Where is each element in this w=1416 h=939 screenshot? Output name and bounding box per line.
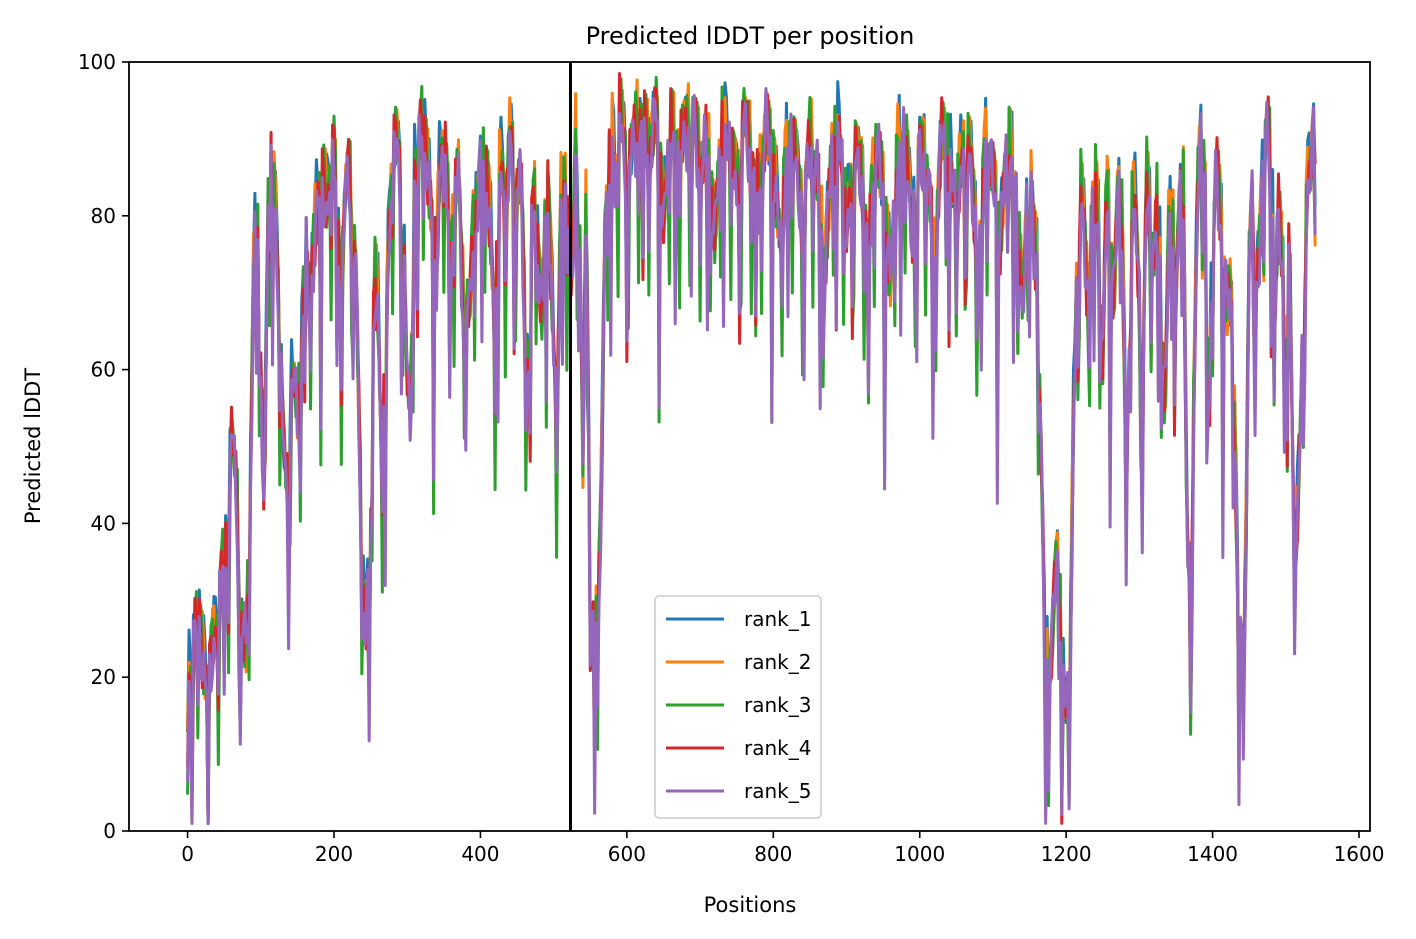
x-tick-label: 400 [461,842,499,866]
x-tick-label: 1200 [1041,842,1092,866]
legend-frame [654,595,822,819]
x-axis-label: Positions [704,893,797,917]
axes-layer: 0 200 400 600 800 1000 1200 1400 1600 0 20 40 60 80 10… [78,50,1385,866]
y-tick-label: 40 [91,511,116,535]
legend-label-rank_1: rank_1 [744,607,811,631]
y-tick-label: 100 [78,50,116,74]
y-tick-label: 80 [91,204,116,228]
y-axis-label: Predicted lDDT [21,368,45,524]
series-layer [186,72,1317,825]
x-tick-label: 1400 [1187,842,1238,866]
x-tick-label: 600 [608,842,646,866]
legend-label-rank_5: rank_5 [744,779,811,803]
chart-title: Predicted lDDT per position [586,22,915,50]
series-line-rank_5 [186,87,1317,825]
x-tick-label: 1000 [894,842,945,866]
legend-label-rank_4: rank_4 [744,736,811,760]
legend: rank_1 rank_2 rank_3 rank_4 rank_5 [654,595,822,819]
legend-label-rank_3: rank_3 [744,693,811,717]
y-tick-label: 0 [103,819,116,843]
y-tick-label: 20 [91,665,116,689]
legend-label-rank_2: rank_2 [744,650,811,674]
x-tick-label: 200 [315,842,353,866]
plot-frame [128,61,1371,832]
y-tick-label: 60 [91,358,116,382]
x-tick-label: 800 [754,842,792,866]
x-tick-label: 1600 [1334,842,1385,866]
x-tick-label: 0 [181,842,194,866]
